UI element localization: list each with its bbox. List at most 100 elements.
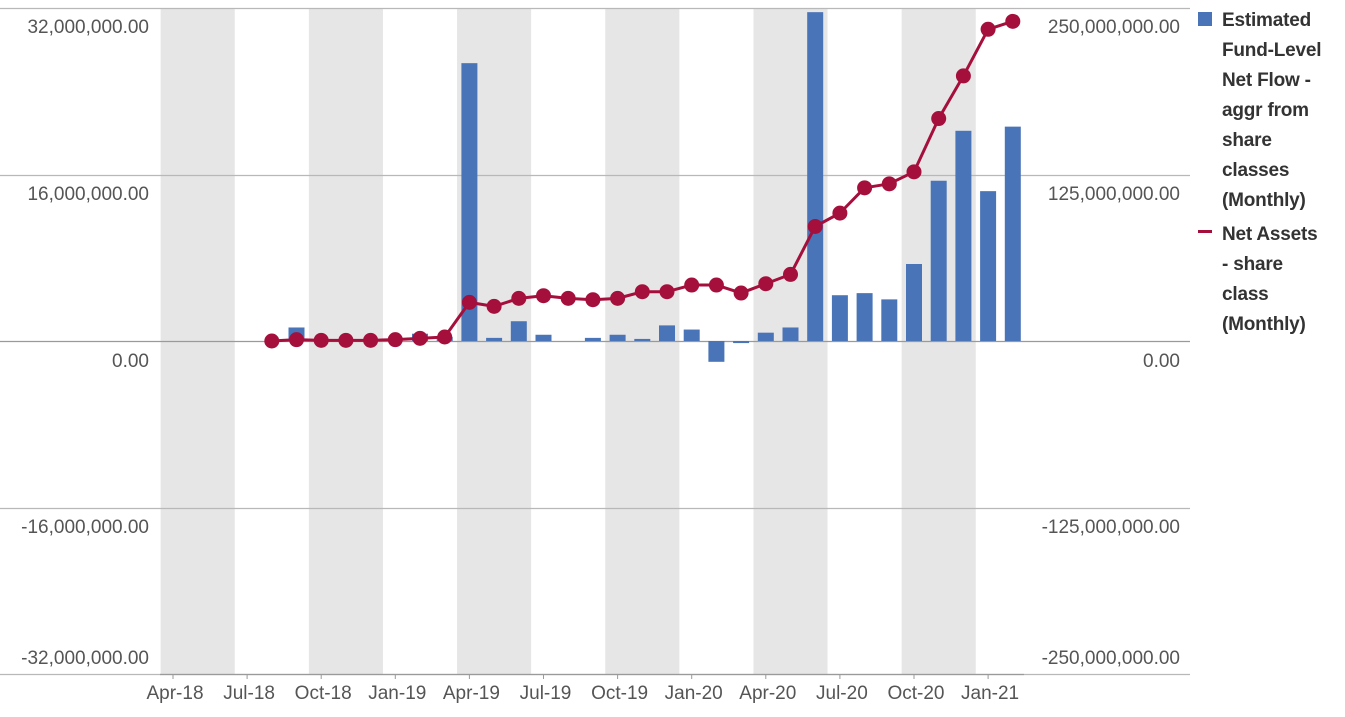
point-net-assets-Mar-20	[733, 285, 749, 301]
point-net-assets-Jun-20	[807, 218, 823, 234]
legend-item-net-assets[interactable]: Net Assets - share class (Monthly)	[1198, 220, 1338, 340]
x-tick-label: Oct-18	[295, 683, 352, 704]
point-net-assets-Apr-20	[758, 276, 774, 292]
x-tick-label: Jan-20	[665, 683, 723, 704]
bar-net-flow-Jan-21	[980, 191, 997, 341]
legend-label-line: classes	[1222, 160, 1290, 181]
point-net-assets-Oct-18	[313, 332, 329, 348]
y-left-tick-label: -16,000,000.00	[21, 517, 149, 538]
x-axis: Apr-18 Jul-18 Oct-18 Jan-19 Apr-19 Jul-19 Oct-…	[146, 674, 1019, 704]
point-net-assets-Aug-19	[560, 290, 576, 306]
point-net-assets-Mar-19	[437, 329, 453, 345]
bar-net-flow-May-19	[486, 337, 503, 341]
x-tick-label: Jan-21	[961, 683, 1019, 704]
bar-net-flow-Sep-19	[584, 337, 601, 341]
legend-label-line: Estimated	[1222, 10, 1312, 31]
point-net-assets-Jan-20	[684, 277, 700, 293]
legend-item-net-flow[interactable]: Estimated Fund-Level Net Flow - aggr fro…	[1198, 6, 1338, 216]
net-assets-line	[264, 13, 1021, 349]
legend-label-line: Net Assets	[1222, 224, 1318, 245]
bar-net-flow-Oct-20	[906, 263, 922, 341]
bar-net-flow-May-20	[782, 327, 799, 341]
point-net-assets-Oct-20	[906, 164, 922, 180]
point-net-assets-Nov-19	[634, 284, 650, 300]
point-net-assets-Feb-21	[1005, 13, 1021, 29]
bar-net-flow-Feb-21	[1004, 126, 1021, 341]
bar-net-flow-Jul-20	[831, 295, 848, 341]
bar-net-flow-Apr-19	[461, 63, 478, 341]
bar-net-flow-Mar-20	[733, 341, 750, 344]
left-y-axis: 32,000,000.00 16,000,000.00 0.00 -16,000,00…	[21, 17, 149, 669]
x-tick-label: Jan-19	[368, 683, 426, 704]
legend-swatch-net-flow	[1198, 12, 1212, 26]
y-right-tick-label: 125,000,000.00	[1048, 184, 1180, 205]
point-net-assets-Dec-19	[659, 284, 675, 300]
point-net-assets-Sep-19	[585, 292, 601, 308]
y-left-tick-label: 16,000,000.00	[27, 184, 149, 205]
legend-label-net-assets: Net Assets - share class (Monthly)	[1222, 220, 1318, 340]
legend-label-line: Fund-Level	[1222, 40, 1322, 61]
legend-label-line: share	[1222, 130, 1272, 151]
bar-net-flow-Nov-19	[634, 338, 651, 341]
point-net-assets-May-19	[486, 298, 502, 314]
point-net-assets-Jul-19	[536, 288, 551, 304]
legend-label-line: class	[1222, 284, 1269, 305]
bar-net-flow-Jun-19	[510, 321, 527, 341]
legend: Estimated Fund-Level Net Flow - aggr fro…	[1198, 6, 1338, 344]
x-tick-label: Jul-20	[816, 683, 868, 704]
legend-swatch-net-assets	[1198, 230, 1212, 233]
y-right-tick-label: 0.00	[1143, 351, 1180, 372]
bar-net-flow-Sep-20	[881, 299, 898, 341]
point-net-assets-Feb-19	[412, 330, 428, 346]
point-net-assets-Sep-18	[289, 332, 304, 348]
point-net-assets-Aug-20	[857, 180, 873, 196]
x-tick-label: Oct-19	[591, 683, 648, 704]
right-y-axis: 250,000,000.00 125,000,000.00 0.00 -125,000…	[1042, 17, 1180, 669]
point-net-assets-Dec-20	[955, 68, 971, 84]
bar-net-flow-Nov-20	[930, 180, 947, 341]
bar-net-flow-Feb-20	[708, 341, 725, 362]
net-flow-bars	[288, 12, 1021, 362]
point-net-assets-Apr-19	[461, 294, 477, 310]
point-net-assets-Jul-20	[832, 205, 848, 221]
x-tick-label: Jul-18	[223, 683, 275, 704]
x-tick-label: Oct-20	[887, 683, 944, 704]
bar-net-flow-Jul-19	[535, 334, 552, 341]
bar-net-flow-Dec-20	[955, 130, 972, 341]
point-net-assets-Dec-18	[363, 332, 379, 348]
bar-net-flow-Dec-19	[659, 325, 675, 341]
y-right-tick-label: -250,000,000.00	[1042, 648, 1180, 669]
point-net-assets-Nov-18	[338, 332, 354, 348]
point-net-assets-Sep-20	[881, 176, 897, 192]
legend-label-line: Net Flow -	[1222, 70, 1311, 91]
y-left-tick-label: -32,000,000.00	[21, 648, 149, 669]
point-net-assets-May-20	[783, 266, 798, 282]
legend-label-line: aggr from	[1222, 100, 1309, 121]
x-tick-label: Apr-20	[739, 683, 796, 704]
y-left-tick-label: 0.00	[112, 351, 149, 372]
x-tick-label: Apr-19	[443, 683, 500, 704]
gridlines	[0, 7, 1190, 676]
y-right-tick-label: 250,000,000.00	[1048, 17, 1180, 38]
point-net-assets-Oct-19	[610, 290, 626, 306]
chart: 32,000,000.00 16,000,000.00 0.00 -16,000,00…	[0, 7, 1190, 704]
legend-label-net-flow: Estimated Fund-Level Net Flow - aggr fro…	[1222, 6, 1322, 216]
point-net-assets-Feb-20	[708, 277, 724, 293]
point-net-assets-Jan-21	[980, 21, 996, 37]
x-tick-label: Apr-18	[146, 683, 203, 704]
legend-label-line: (Monthly)	[1222, 314, 1306, 335]
y-right-tick-label: -125,000,000.00	[1042, 517, 1180, 538]
legend-label-line: - share	[1222, 254, 1283, 275]
point-net-assets-Jan-19	[387, 332, 403, 348]
bar-net-flow-Jun-20	[807, 12, 824, 341]
bar-net-flow-Jan-20	[683, 329, 700, 341]
point-net-assets-Aug-18	[264, 333, 280, 349]
legend-label-line: (Monthly)	[1222, 190, 1306, 211]
x-tick-label: Jul-19	[520, 683, 572, 704]
bar-net-flow-Aug-20	[856, 293, 873, 341]
y-left-tick-label: 32,000,000.00	[27, 17, 149, 38]
point-net-assets-Nov-20	[931, 111, 947, 127]
bar-net-flow-Oct-19	[609, 334, 626, 341]
point-net-assets-Jun-19	[511, 290, 527, 306]
bar-net-flow-Apr-20	[757, 332, 774, 341]
